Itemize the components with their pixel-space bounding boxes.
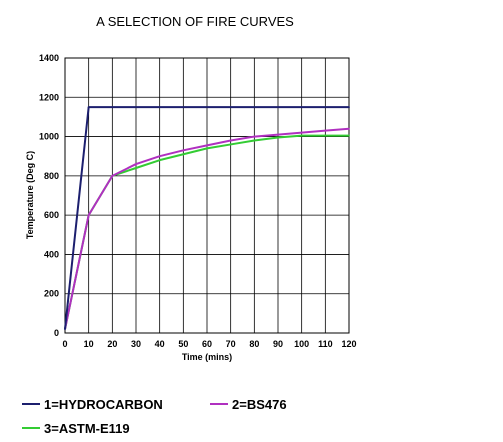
- x-tick-label: 120: [341, 339, 356, 349]
- data-point: [111, 174, 114, 177]
- data-point: [348, 134, 350, 137]
- data-point: [64, 328, 66, 330]
- data-point: [348, 106, 350, 109]
- x-tick-label: 60: [202, 339, 212, 349]
- data-point: [87, 214, 90, 217]
- y-tick-label: 800: [44, 171, 59, 181]
- y-tick-label: 0: [54, 328, 59, 338]
- series-layer: [64, 106, 350, 330]
- data-point: [87, 106, 90, 109]
- data-point: [253, 139, 256, 142]
- x-axis-label: Time (mins): [182, 352, 232, 362]
- data-point: [158, 159, 161, 162]
- data-point: [300, 134, 303, 137]
- data-point: [229, 143, 232, 146]
- data-point: [324, 134, 327, 137]
- y-tick-label: 600: [44, 210, 59, 220]
- data-point: [324, 129, 327, 132]
- legend: 1=HYDROCARBON 2=BS476 3=ASTM-E119: [22, 397, 287, 436]
- y-tick-label: 1400: [39, 53, 59, 63]
- chart-title: A SELECTION OF FIRE CURVES: [96, 14, 294, 29]
- data-point: [182, 149, 185, 152]
- y-axis-label: Temperature (Deg C): [25, 151, 35, 239]
- x-tick-label: 10: [84, 339, 94, 349]
- x-tick-label: 20: [107, 339, 117, 349]
- legend-label-2: 2=BS476: [232, 397, 287, 412]
- y-tick-label: 400: [44, 249, 59, 259]
- data-point: [135, 167, 137, 169]
- legend-label-3: 3=ASTM-E119: [44, 421, 130, 436]
- x-tick-label: 80: [249, 339, 259, 349]
- y-tick-label: 200: [44, 289, 59, 299]
- x-tick-label: 70: [226, 339, 236, 349]
- data-point: [229, 139, 232, 142]
- data-point: [182, 153, 185, 156]
- y-tick-label: 1200: [39, 92, 59, 102]
- x-tick-label: 50: [178, 339, 188, 349]
- data-point: [253, 135, 256, 138]
- legend-label-1: 1=HYDROCARBON: [44, 397, 163, 412]
- y-tick-label: 1000: [39, 132, 59, 142]
- x-tick-label: 0: [62, 339, 67, 349]
- data-point: [158, 155, 161, 158]
- x-tick-label: 100: [294, 339, 309, 349]
- x-tick-label: 30: [131, 339, 141, 349]
- data-point: [206, 144, 208, 147]
- data-point: [206, 147, 208, 150]
- x-tick-label: 40: [155, 339, 165, 349]
- data-point: [348, 127, 350, 130]
- axis-layer: 0 10 20 30 40 50 60 70 80 90 100 110 120020040060080…: [39, 53, 357, 349]
- data-point: [300, 131, 303, 134]
- x-tick-label: 110: [318, 339, 333, 349]
- data-point: [135, 163, 137, 165]
- x-tick-label: 90: [273, 339, 283, 349]
- data-point: [277, 133, 279, 136]
- data-point: [277, 136, 279, 139]
- grid-layer: [64, 57, 350, 334]
- plot-frame: [64, 57, 350, 334]
